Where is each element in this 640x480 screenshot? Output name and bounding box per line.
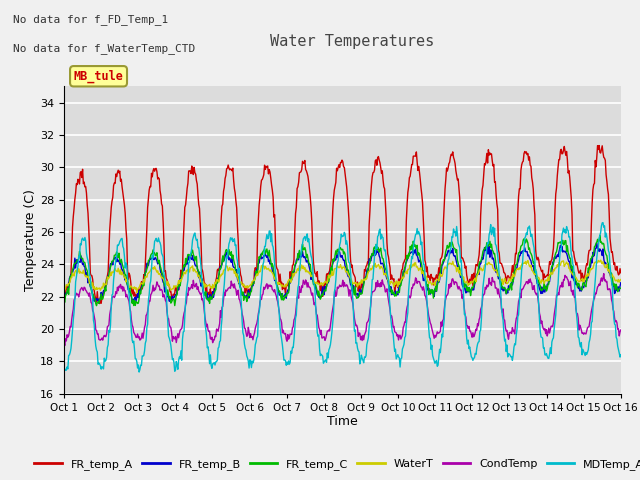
FR_temp_B (60, 296, 68, 301)
Line: FR_temp_C: FR_temp_C (64, 235, 621, 306)
MDTemp_A (411, 236, 419, 241)
FR_temp_C (214, 278, 222, 284)
Line: CondTemp: CondTemp (64, 274, 621, 346)
CondTemp (185, 285, 193, 290)
FR_temp_C (428, 287, 435, 292)
FR_temp_A (428, 272, 435, 277)
CondTemp (60, 339, 68, 345)
MDTemp_A (135, 369, 143, 375)
FR_temp_B (411, 250, 419, 256)
CondTemp (71, 296, 79, 301)
Legend: FR_temp_A, FR_temp_B, FR_temp_C, WaterT, CondTemp, MDTemp_A: FR_temp_A, FR_temp_B, FR_temp_C, WaterT,… (29, 455, 640, 474)
WaterT (133, 290, 141, 296)
FR_temp_C (128, 300, 136, 306)
FR_temp_B (428, 287, 435, 293)
WaterT (70, 273, 78, 279)
FR_temp_C (596, 232, 604, 238)
MDTemp_A (214, 345, 222, 351)
MDTemp_A (428, 347, 435, 352)
Line: FR_temp_B: FR_temp_B (64, 243, 621, 303)
FR_temp_C (70, 261, 78, 267)
WaterT (411, 260, 419, 265)
WaterT (127, 283, 135, 289)
FR_temp_C (411, 242, 419, 248)
MDTemp_A (617, 352, 625, 358)
MDTemp_A (599, 220, 607, 226)
FR_temp_B (70, 266, 78, 272)
WaterT (617, 276, 625, 282)
MDTemp_A (185, 260, 193, 265)
MDTemp_A (60, 364, 68, 370)
FR_temp_A (214, 266, 222, 272)
Y-axis label: Temperature (C): Temperature (C) (24, 189, 37, 291)
FR_temp_B (128, 299, 136, 305)
WaterT (60, 288, 68, 293)
FR_temp_A (617, 270, 625, 276)
FR_temp_B (617, 280, 625, 286)
FR_temp_C (93, 303, 100, 309)
FR_temp_C (617, 286, 625, 291)
Text: MB_tule: MB_tule (74, 70, 124, 83)
CondTemp (617, 327, 625, 333)
WaterT (185, 266, 193, 272)
FR_temp_A (70, 205, 78, 211)
FR_temp_A (595, 143, 603, 148)
FR_temp_A (411, 153, 419, 159)
FR_temp_C (185, 252, 193, 257)
CondTemp (411, 280, 419, 286)
FR_temp_B (593, 240, 600, 246)
FR_temp_B (95, 300, 102, 306)
FR_temp_C (60, 299, 68, 304)
FR_temp_B (185, 257, 193, 263)
Text: No data for f_WaterTemp_CTD: No data for f_WaterTemp_CTD (13, 43, 195, 54)
FR_temp_A (60, 291, 68, 297)
CondTemp (600, 271, 607, 276)
Text: Water Temperatures: Water Temperatures (270, 34, 434, 48)
MDTemp_A (70, 309, 78, 315)
CondTemp (128, 322, 136, 328)
Text: No data for f_FD_Temp_1: No data for f_FD_Temp_1 (13, 14, 168, 25)
CondTemp (428, 322, 435, 327)
WaterT (214, 278, 222, 284)
Line: WaterT: WaterT (64, 260, 621, 293)
FR_temp_A (96, 300, 104, 306)
FR_temp_A (185, 168, 193, 174)
X-axis label: Time: Time (327, 415, 358, 429)
FR_temp_A (128, 291, 136, 297)
FR_temp_B (214, 275, 222, 281)
Line: FR_temp_A: FR_temp_A (64, 145, 621, 303)
CondTemp (61, 343, 68, 348)
WaterT (597, 257, 605, 263)
WaterT (428, 280, 435, 286)
CondTemp (214, 328, 222, 334)
MDTemp_A (127, 328, 135, 334)
Line: MDTemp_A: MDTemp_A (64, 223, 621, 372)
